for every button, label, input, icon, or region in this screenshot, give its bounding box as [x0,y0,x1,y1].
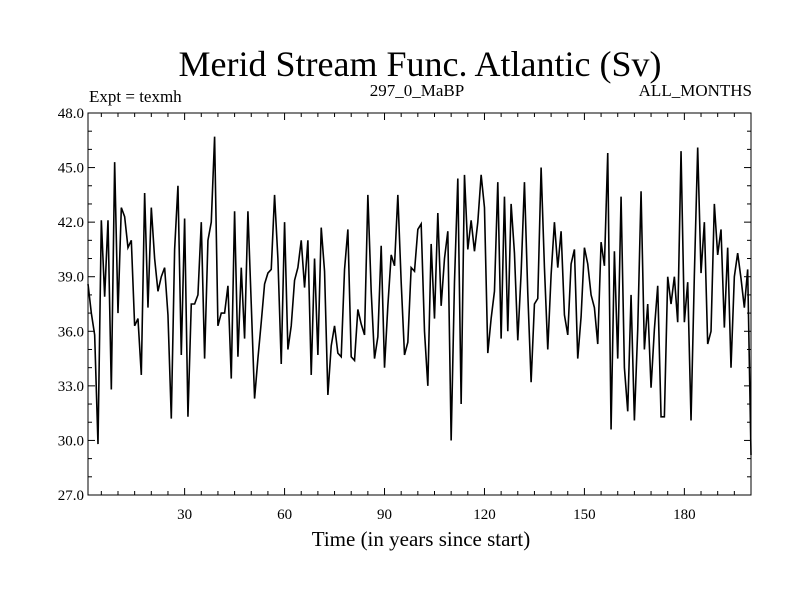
y-tick-label: 39.0 [58,270,84,286]
x-tick-label: 150 [573,507,596,523]
chart-title: Merid Stream Func. Atlantic (Sv) [179,44,662,84]
x-tick-label: 60 [277,507,292,523]
y-tick-label: 42.0 [58,215,84,231]
plot-frame [87,112,752,496]
x-tick-label: 180 [673,507,696,523]
x-tick-label: 30 [177,507,192,523]
months-label: ALL_MONTHS [639,81,752,100]
x-tick-label: 90 [377,507,392,523]
y-tick-label: 33.0 [58,379,84,395]
x-axis-label: Time (in years since start) [312,527,531,551]
experiment-label: Expt = texmh [89,87,182,106]
y-tick-label: 30.0 [58,433,84,449]
series-line-0 [87,136,752,455]
period-label: 297_0_MaBP [370,81,464,100]
y-tick-label: 27.0 [58,488,84,504]
ticks: 27.0 30.0 33.0 36.0 39.0 42.0 45.0 48.0 30 60 90 12… [58,106,752,523]
y-tick-label: 36.0 [58,324,84,340]
x-tick-label: 120 [473,507,496,523]
series-layer [87,136,752,455]
axes [87,112,752,496]
y-tick-label: 45.0 [58,161,84,177]
y-tick-label: 48.0 [58,106,84,122]
